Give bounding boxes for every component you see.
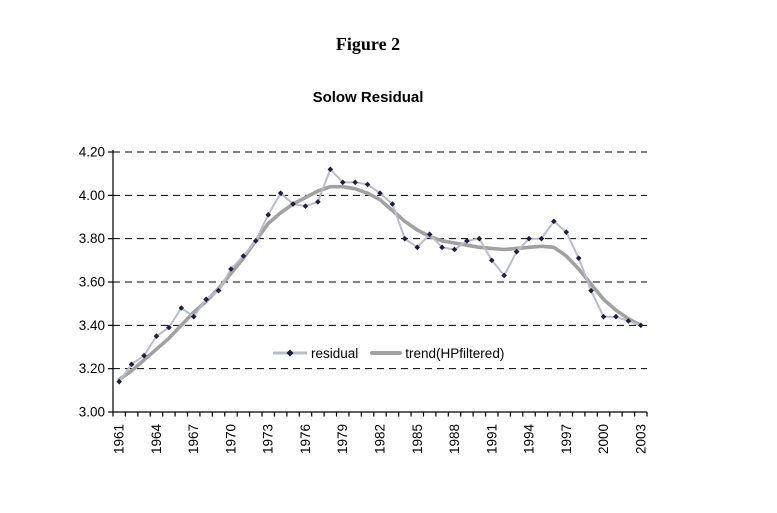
- x-tick-label: 1961: [112, 424, 127, 454]
- x-tick-label: 1976: [298, 424, 313, 454]
- residual-marker: [526, 235, 532, 242]
- x-tick-label: 1982: [373, 424, 388, 454]
- residual-marker: [290, 201, 296, 207]
- residual-marker: [439, 244, 445, 251]
- x-tick-label: 1994: [522, 424, 537, 455]
- x-tick-label: 1979: [335, 424, 350, 454]
- x-tick-label: 2003: [633, 424, 648, 454]
- y-tick-label: 3.80: [79, 231, 105, 246]
- residual-marker: [488, 257, 495, 264]
- residual-marker: [315, 199, 321, 205]
- residual-marker: [253, 238, 259, 244]
- residual-marker: [377, 190, 383, 196]
- residual-marker: [588, 287, 594, 294]
- x-tick-label: 1970: [223, 424, 238, 454]
- residual-marker: [240, 253, 247, 259]
- residual-marker: [563, 229, 570, 235]
- legend: residual trend(HPfiltered): [272, 344, 504, 362]
- residual-marker: [551, 218, 557, 225]
- residual-marker: [302, 203, 309, 209]
- residual-marker: [277, 190, 284, 196]
- residual-legend-line-icon: [272, 348, 308, 358]
- residual-marker: [228, 266, 234, 272]
- residual-marker: [265, 212, 272, 218]
- x-tick-label: 1964: [149, 424, 164, 455]
- residual-marker: [166, 324, 172, 331]
- x-tick-label: 2000: [596, 424, 611, 454]
- residual-marker: [476, 235, 483, 242]
- residual-marker: [190, 313, 197, 320]
- residual-marker: [575, 255, 582, 261]
- legend-label-residual: residual: [311, 345, 359, 361]
- residual-marker: [538, 235, 545, 242]
- y-tick-label: 4.20: [79, 145, 105, 160]
- y-tick-label: 3.60: [79, 275, 105, 290]
- residual-marker: [625, 318, 632, 324]
- residual-marker: [364, 181, 371, 188]
- x-tick-label: 1967: [186, 424, 201, 454]
- y-tick-label: 4.00: [79, 188, 105, 203]
- x-tick-label: 1973: [261, 424, 276, 454]
- residual-marker: [637, 322, 644, 329]
- residual-marker: [513, 248, 520, 255]
- x-tick-label: 1997: [559, 424, 574, 454]
- residual-marker: [600, 313, 607, 320]
- residual-marker: [203, 296, 209, 303]
- figure-title: Figure 2: [335, 34, 401, 54]
- residual-marker: [451, 246, 458, 253]
- x-tick-label: 1988: [447, 424, 462, 454]
- residual-marker: [464, 238, 470, 244]
- residual-marker: [414, 244, 421, 251]
- legend-label-trend: trend(HPfiltered): [405, 345, 505, 361]
- residual-marker: [215, 287, 222, 294]
- residual-marker: [402, 235, 408, 242]
- residual-marker: [389, 201, 396, 207]
- residual-marker: [339, 179, 346, 186]
- trend-legend-line-icon: [370, 348, 403, 358]
- residual-marker: [613, 313, 619, 320]
- residual-marker: [141, 352, 147, 359]
- y-tick-label: 3.00: [79, 405, 105, 420]
- residual-marker: [352, 179, 358, 186]
- residual-marker: [178, 305, 185, 311]
- residual-marker: [426, 231, 433, 238]
- residual-marker: [153, 333, 160, 339]
- residual-marker: [128, 361, 135, 368]
- chart-title: Solow Residual: [312, 89, 424, 106]
- residual-marker: [116, 378, 123, 385]
- y-tick-label: 3.20: [79, 361, 105, 376]
- residual-marker: [327, 166, 334, 173]
- x-tick-label: 1991: [484, 424, 499, 454]
- x-tick-label: 1985: [410, 424, 425, 454]
- residual-marker: [501, 272, 507, 279]
- y-tick-label: 3.40: [79, 318, 105, 333]
